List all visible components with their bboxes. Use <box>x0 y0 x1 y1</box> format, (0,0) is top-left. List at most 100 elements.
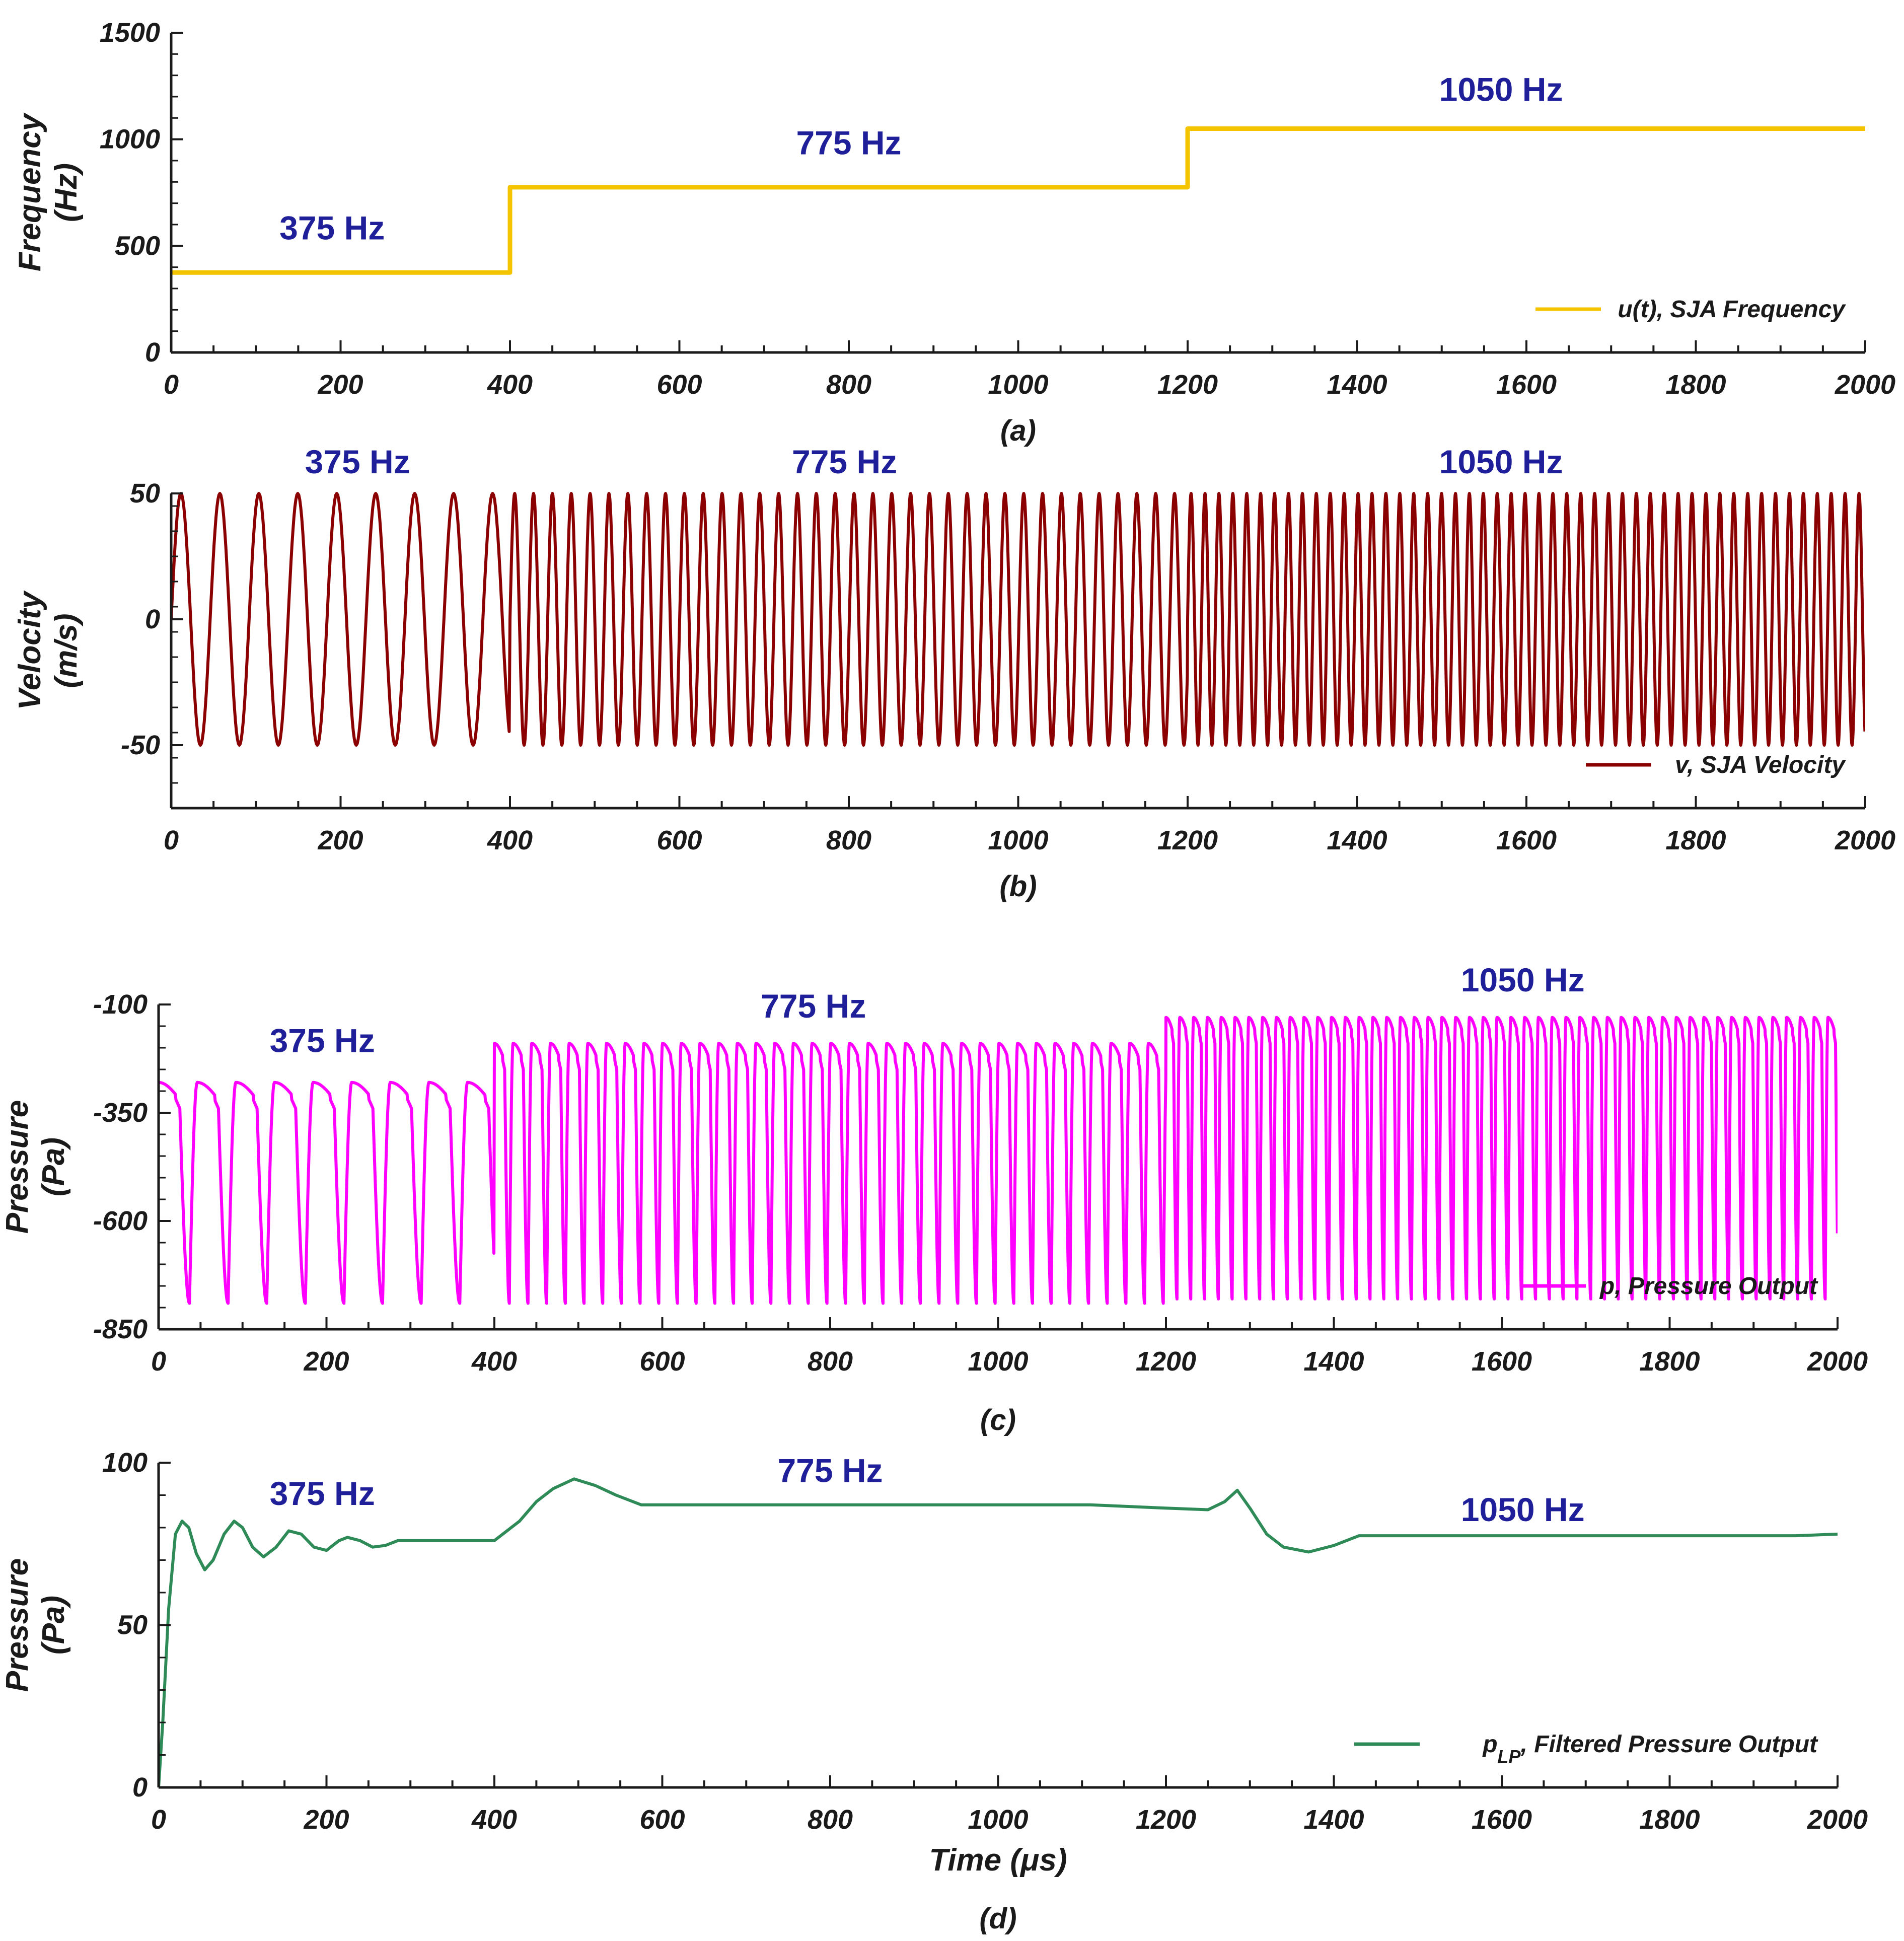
x-tick-label: 1800 <box>1639 1805 1700 1835</box>
x-tick-label: 400 <box>471 1346 517 1377</box>
panel-caption-d: (d) <box>979 1902 1016 1935</box>
legend-label: u(t), SJA Frequency <box>1618 296 1846 323</box>
y-tick-label: 50 <box>130 478 160 509</box>
legend-d: pLP, Filtered Pressure Output <box>1354 1731 1818 1767</box>
x-tick-label: 1600 <box>1496 825 1557 855</box>
frequency-annotation: 1050 Hz <box>1461 961 1585 998</box>
x-tick-label: 200 <box>303 1805 349 1835</box>
y-axis-label-line1: Pressure <box>0 1100 35 1234</box>
x-tick-label: 600 <box>656 825 702 855</box>
y-axis-label-line2: (m/s) <box>49 613 84 688</box>
series-line-c <box>159 1016 1838 1305</box>
y-tick-label: 0 <box>132 1772 148 1803</box>
y-tick-label: 500 <box>115 231 160 261</box>
legend-a: u(t), SJA Frequency <box>1535 296 1846 323</box>
y-axis-label-a: Frequency (Hz) <box>13 112 84 271</box>
x-tick-label: 2000 <box>1807 1805 1868 1835</box>
x-tick-label: 1600 <box>1472 1805 1532 1835</box>
frequency-annotation: 375 Hz <box>270 1475 375 1512</box>
x-tick-label: 1200 <box>1157 825 1218 855</box>
legend-c: p, Pressure Output <box>1520 1273 1818 1300</box>
panel-a: 0 200 400 600 800 1000 1200 1400 1600 1800 2000 0 50… <box>13 18 1895 447</box>
y-axis-label-line1: Frequency <box>13 112 47 271</box>
x-tick-label: 400 <box>471 1805 517 1835</box>
x-tick-label: 0 <box>164 825 179 855</box>
x-tick-label: 1000 <box>988 825 1048 855</box>
y-tick-label: 1500 <box>100 18 160 48</box>
x-tick-label: 400 <box>487 825 533 855</box>
x-tick-label: 1800 <box>1665 825 1726 855</box>
y-tick-label: 0 <box>145 337 160 368</box>
panel-b: 0 200 400 600 800 1000 1200 1400 1600 1800 2000 -50… <box>13 443 1895 903</box>
frequency-annotation: 775 Hz <box>796 124 901 161</box>
y-tick-label: -600 <box>93 1206 148 1236</box>
y-axis-label-line1: Pressure <box>0 1558 35 1692</box>
y-tick-label: -50 <box>121 730 160 760</box>
y-tick-label: 0 <box>145 604 160 634</box>
x-tick-label: 1600 <box>1496 370 1557 400</box>
x-tick-label: 0 <box>151 1346 166 1377</box>
x-tick-label: 200 <box>303 1346 349 1377</box>
series-line-a <box>171 126 1865 275</box>
x-tick-label: 1800 <box>1665 370 1726 400</box>
x-tick-label: 1800 <box>1639 1346 1700 1377</box>
x-tick-label: 2000 <box>1807 1346 1868 1377</box>
x-tick-label: 800 <box>808 1805 853 1835</box>
y-axis-label-d: Pressure (Pa) <box>0 1558 71 1692</box>
series-line-b <box>171 492 1865 747</box>
x-axis-label: Time (μs) <box>929 1843 1067 1878</box>
frequency-annotation: 1050 Hz <box>1439 70 1563 108</box>
x-tick-label: 1600 <box>1472 1346 1532 1377</box>
y-axis-label-line2: (Pa) <box>36 1596 71 1655</box>
x-tick-label: 1200 <box>1136 1346 1196 1377</box>
x-tick-label: 800 <box>808 1346 853 1377</box>
x-tick-label: 400 <box>487 370 533 400</box>
panel-d: 0 200 400 600 800 1000 1200 1400 1600 1800 2000 0 50… <box>0 1448 1868 1935</box>
legend-label: v, SJA Velocity <box>1675 752 1846 778</box>
x-tick-label: 2000 <box>1835 370 1895 400</box>
x-tick-label: 2000 <box>1835 825 1895 855</box>
x-tick-label: 0 <box>151 1805 166 1835</box>
frequency-annotation: 775 Hz <box>777 1452 883 1489</box>
legend-label: p, Pressure Output <box>1599 1273 1818 1300</box>
x-tick-label: 1400 <box>1303 1805 1364 1835</box>
y-tick-label: 100 <box>102 1448 148 1478</box>
x-tick-label: 600 <box>656 370 702 400</box>
panel-caption-c: (c) <box>980 1404 1016 1436</box>
legend-label-part: p <box>1482 1731 1497 1758</box>
x-tick-label: 800 <box>826 825 871 855</box>
y-tick-label: -350 <box>93 1098 148 1128</box>
legend-label-part: LP <box>1498 1746 1521 1767</box>
legend-b: v, SJA Velocity <box>1586 752 1846 778</box>
x-tick-label: 0 <box>164 370 179 400</box>
x-tick-label: 200 <box>317 825 363 855</box>
frequency-annotation: 775 Hz <box>761 987 866 1025</box>
y-axis-label-line1: Velocity <box>13 590 47 710</box>
x-tick-label: 1000 <box>968 1805 1028 1835</box>
legend-label-part: , Filtered Pressure Output <box>1520 1731 1818 1758</box>
frequency-annotation: 375 Hz <box>305 443 410 480</box>
frequency-annotation: 375 Hz <box>270 1022 375 1059</box>
x-tick-label: 1400 <box>1327 825 1387 855</box>
y-axis-label-line2: (Pa) <box>36 1137 71 1196</box>
y-tick-label: -850 <box>93 1314 148 1344</box>
x-tick-label: 600 <box>639 1346 685 1377</box>
x-tick-label: 200 <box>317 370 363 400</box>
y-tick-label: -100 <box>93 989 148 1020</box>
series-line-d <box>159 1477 1838 1788</box>
x-tick-label: 1400 <box>1303 1346 1364 1377</box>
panel-caption-b: (b) <box>999 870 1037 903</box>
panel-c: 0 200 400 600 800 1000 1200 1400 1600 1800 2000 -85… <box>0 961 1868 1436</box>
frequency-annotation: 1050 Hz <box>1461 1491 1585 1528</box>
y-axis-label-b: Velocity (m/s) <box>13 590 84 710</box>
frequency-annotation: 1050 Hz <box>1439 443 1563 480</box>
y-axis-label-c: Pressure (Pa) <box>0 1100 71 1234</box>
x-tick-label: 800 <box>826 370 871 400</box>
legend-label: pLP, Filtered Pressure Output <box>1482 1731 1818 1767</box>
frequency-annotation: 375 Hz <box>279 209 385 247</box>
y-tick-label: 50 <box>117 1610 148 1640</box>
x-tick-label: 1000 <box>968 1346 1028 1377</box>
frequency-annotation: 775 Hz <box>792 443 897 480</box>
x-tick-label: 1200 <box>1136 1805 1196 1835</box>
